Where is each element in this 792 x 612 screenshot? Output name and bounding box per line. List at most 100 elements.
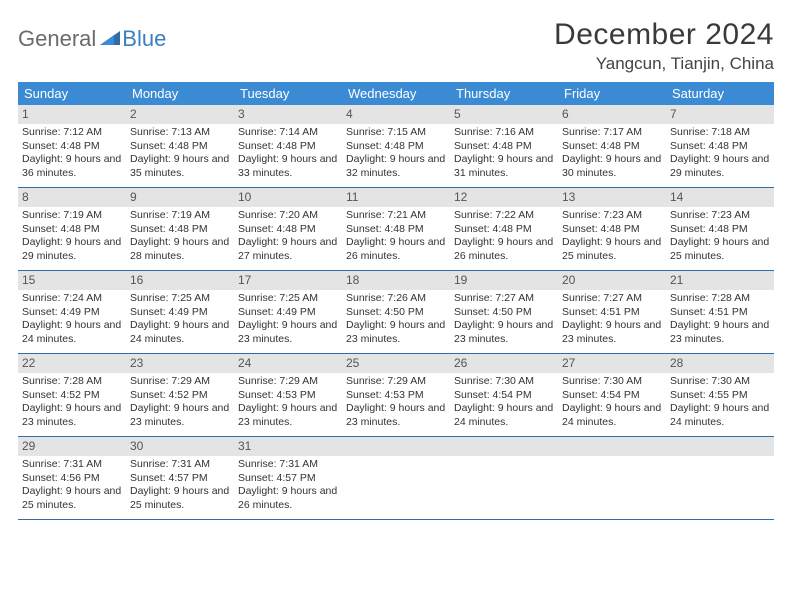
- day-cell: 18Sunrise: 7:26 AMSunset: 4:50 PMDayligh…: [342, 271, 450, 353]
- sunset-line: Sunset: 4:48 PM: [562, 223, 662, 236]
- day-cell: 30Sunrise: 7:31 AMSunset: 4:57 PMDayligh…: [126, 437, 234, 519]
- sunset-line: Sunset: 4:48 PM: [670, 140, 770, 153]
- sunset-line: Sunset: 4:48 PM: [238, 223, 338, 236]
- daylight-line: Daylight: 9 hours and 33 minutes.: [238, 153, 338, 180]
- weekday-header: Friday: [558, 82, 666, 105]
- day-number: 24: [234, 354, 342, 373]
- daylight-line: Daylight: 9 hours and 23 minutes.: [130, 402, 230, 429]
- day-cell: 22Sunrise: 7:28 AMSunset: 4:52 PMDayligh…: [18, 354, 126, 436]
- day-number: 14: [666, 188, 774, 207]
- week-row: 22 Sunrise: 7:28 AMSunset: 4:52 PM Dayligh…: [18, 354, 774, 437]
- daylight-line: Daylight: 9 hours and 25 minutes.: [562, 236, 662, 263]
- logo-word1: General: [18, 26, 96, 52]
- weekday-header: Monday: [126, 82, 234, 105]
- day-number: 29: [18, 437, 126, 456]
- day-number: 9: [126, 188, 234, 207]
- sunrise-line: Sunrise: 7:19 AM: [130, 209, 230, 222]
- day-number: 23: [126, 354, 234, 373]
- day-cell-empty: [558, 437, 666, 519]
- day-number: [342, 437, 450, 456]
- day-cell: 13Sunrise: 7:23 AMSunset: 4:48 PMDayligh…: [558, 188, 666, 270]
- daylight-line: Daylight: 9 hours and 35 minutes.: [130, 153, 230, 180]
- sunset-line: Sunset: 4:48 PM: [454, 140, 554, 153]
- day-cell: 26Sunrise: 7:30 AMSunset: 4:54 PMDayligh…: [450, 354, 558, 436]
- day-cell: 7Sunrise: 7:18 AMSunset: 4:48 PMDaylight…: [666, 105, 774, 187]
- day-cell: 20Sunrise: 7:27 AMSunset: 4:51 PMDayligh…: [558, 271, 666, 353]
- day-cell: 5Sunrise: 7:16 AMSunset: 4:48 PMDaylight…: [450, 105, 558, 187]
- day-number: 22: [18, 354, 126, 373]
- daylight-line: Daylight: 9 hours and 24 minutes.: [22, 319, 122, 346]
- day-number: 20: [558, 271, 666, 290]
- day-cell: 1Sunrise: 7:12 AMSunset: 4:48 PMDaylight…: [18, 105, 126, 187]
- day-number: 12: [450, 188, 558, 207]
- header: General Blue December 2024 Yangcun, Tian…: [18, 18, 774, 74]
- day-number: 16: [126, 271, 234, 290]
- day-number: 6: [558, 105, 666, 124]
- sunrise-line: Sunrise: 7:28 AM: [22, 375, 122, 388]
- sunrise-line: Sunrise: 7:31 AM: [22, 458, 122, 471]
- sunrise-line: Sunrise: 7:28 AM: [670, 292, 770, 305]
- day-cell: 12Sunrise: 7:22 AMSunset: 4:48 PMDayligh…: [450, 188, 558, 270]
- weekday-header: Sunday: [18, 82, 126, 105]
- daylight-line: Daylight: 9 hours and 31 minutes.: [454, 153, 554, 180]
- daylight-line: Daylight: 9 hours and 23 minutes.: [346, 319, 446, 346]
- day-cell: 8Sunrise: 7:19 AMSunset: 4:48 PMDaylight…: [18, 188, 126, 270]
- day-number: 27: [558, 354, 666, 373]
- daylight-line: Daylight: 9 hours and 28 minutes.: [130, 236, 230, 263]
- day-cell: 10Sunrise: 7:20 AMSunset: 4:48 PMDayligh…: [234, 188, 342, 270]
- sunset-line: Sunset: 4:49 PM: [238, 306, 338, 319]
- daylight-line: Daylight: 9 hours and 25 minutes.: [670, 236, 770, 263]
- daylight-line: Daylight: 9 hours and 25 minutes.: [130, 485, 230, 512]
- daylight-line: Daylight: 9 hours and 25 minutes.: [22, 485, 122, 512]
- week-row: 15Sunrise: 7:24 AMSunset: 4:49 PMDayligh…: [18, 271, 774, 354]
- logo-triangle-icon: [100, 29, 120, 50]
- day-number: 2: [126, 105, 234, 124]
- day-number: 1: [18, 105, 126, 124]
- day-number: 5: [450, 105, 558, 124]
- sunrise-line: Sunrise: 7:23 AM: [670, 209, 770, 222]
- logo-word2: Blue: [122, 26, 166, 52]
- daylight-line: Daylight: 9 hours and 30 minutes.: [562, 153, 662, 180]
- sunset-line: Sunset: 4:57 PM: [238, 472, 338, 485]
- weekday-header: Thursday: [450, 82, 558, 105]
- sunset-line: Sunset: 4:48 PM: [670, 223, 770, 236]
- daylight-line: Daylight: 9 hours and 26 minutes.: [238, 485, 338, 512]
- sunset-line: Sunset: 4:56 PM: [22, 472, 122, 485]
- sunset-line: Sunset: 4:53 PM: [238, 389, 338, 402]
- sunset-line: Sunset: 4:53 PM: [346, 389, 446, 402]
- day-number: [666, 437, 774, 456]
- sunrise-line: Sunrise: 7:23 AM: [562, 209, 662, 222]
- day-cell-empty: [666, 437, 774, 519]
- weekday-header: Saturday: [666, 82, 774, 105]
- sunrise-line: Sunrise: 7:25 AM: [130, 292, 230, 305]
- day-number: 25: [342, 354, 450, 373]
- daylight-line: Daylight: 9 hours and 36 minutes.: [22, 153, 122, 180]
- week-row: 29Sunrise: 7:31 AMSunset: 4:56 PMDayligh…: [18, 437, 774, 520]
- day-number: 26: [450, 354, 558, 373]
- day-cell: 15Sunrise: 7:24 AMSunset: 4:49 PMDayligh…: [18, 271, 126, 353]
- day-cell: 27Sunrise: 7:30 AMSunset: 4:54 PMDayligh…: [558, 354, 666, 436]
- daylight-line: Daylight: 9 hours and 32 minutes.: [346, 153, 446, 180]
- day-cell: 19Sunrise: 7:27 AMSunset: 4:50 PMDayligh…: [450, 271, 558, 353]
- sunrise-line: Sunrise: 7:17 AM: [562, 126, 662, 139]
- sunset-line: Sunset: 4:49 PM: [130, 306, 230, 319]
- sunset-line: Sunset: 4:57 PM: [130, 472, 230, 485]
- day-number: [558, 437, 666, 456]
- day-number: 7: [666, 105, 774, 124]
- sunrise-line: Sunrise: 7:29 AM: [346, 375, 446, 388]
- day-cell-empty: [450, 437, 558, 519]
- sunrise-line: Sunrise: 7:22 AM: [454, 209, 554, 222]
- day-cell: 17Sunrise: 7:25 AMSunset: 4:49 PMDayligh…: [234, 271, 342, 353]
- sunrise-line: Sunrise: 7:20 AM: [238, 209, 338, 222]
- sunset-line: Sunset: 4:48 PM: [130, 223, 230, 236]
- day-cell: 9 Sunrise: 7:19 AMSunset: 4:48 PMDaylight…: [126, 188, 234, 270]
- sunset-line: Sunset: 4:54 PM: [562, 389, 662, 402]
- day-number: 8: [18, 188, 126, 207]
- sunset-line: Sunset: 4:51 PM: [562, 306, 662, 319]
- day-cell: 25Sunrise: 7:29 AMSunset: 4:53 PMDayligh…: [342, 354, 450, 436]
- sunset-line: Sunset: 4:52 PM: [22, 389, 122, 402]
- sunset-line: Sunset: 4:51 PM: [670, 306, 770, 319]
- daylight-line: Daylight: 9 hours and 24 minutes.: [130, 319, 230, 346]
- day-cell: 24Sunrise: 7:29 AMSunset: 4:53 PMDayligh…: [234, 354, 342, 436]
- daylight-line: Daylight: 9 hours and 26 minutes.: [454, 236, 554, 263]
